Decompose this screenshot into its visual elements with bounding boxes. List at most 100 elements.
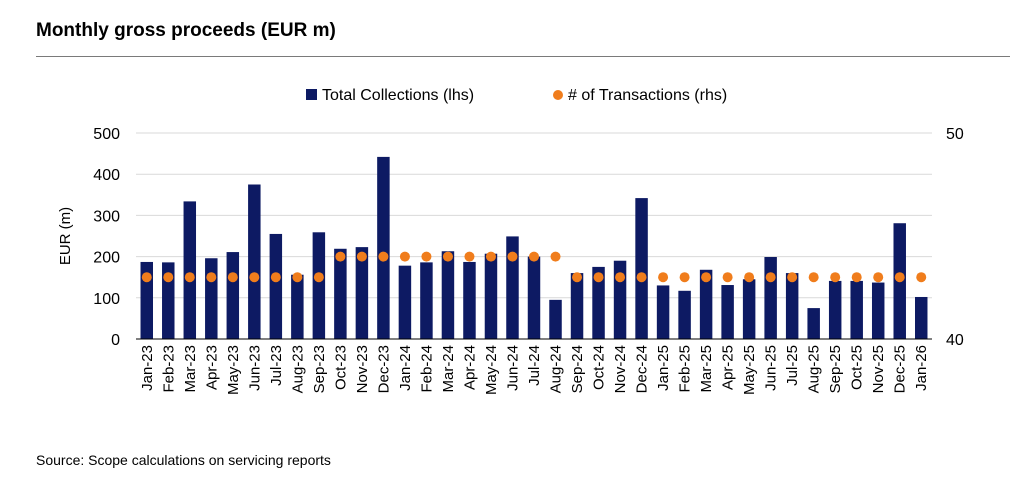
bar-May-24 (484, 253, 498, 339)
bar-Feb-23 (162, 262, 175, 339)
bar-Oct-24 (592, 266, 605, 339)
y2-tick-label: 40 (946, 332, 964, 349)
bar-Feb-24 (420, 262, 433, 339)
x-tick-label: Sep-25 (827, 345, 844, 393)
x-tick-label: Aug-24 (548, 345, 565, 393)
point-Mar-25 (701, 272, 712, 283)
x-tick-label: Jan-25 (655, 345, 672, 391)
bar-May-25 (742, 279, 756, 339)
x-tick-label: Jan-23 (139, 345, 156, 391)
bar-Jan-26 (915, 296, 928, 339)
y-tick-label: 0 (111, 332, 120, 349)
y-tick-label: 400 (93, 167, 120, 184)
point-Apr-23 (206, 272, 217, 283)
bar-Jan-23 (140, 261, 153, 339)
x-tick-label: Dec-23 (375, 345, 392, 393)
bar-Jul-23 (269, 233, 283, 339)
bar-Sep-24 (570, 273, 584, 339)
bar-Mar-24 (441, 251, 455, 339)
point-Nov-24 (615, 272, 626, 283)
point-Sep-25 (830, 272, 841, 283)
point-Jan-26 (916, 272, 927, 283)
point-Jan-25 (658, 272, 669, 283)
bar-Nov-23 (355, 247, 369, 339)
point-Jan-24 (399, 251, 410, 262)
legend-dot-label: # of Transactions (rhs) (568, 87, 727, 104)
y-tick-label: 500 (93, 126, 120, 143)
bar-Dec-24 (635, 198, 648, 339)
bar-Aug-25 (807, 308, 820, 339)
bar-Jun-24 (506, 236, 519, 339)
dot-series (141, 251, 927, 283)
point-May-25 (744, 272, 755, 283)
point-Nov-23 (356, 251, 367, 262)
x-tick-label: Apr-25 (720, 345, 737, 390)
x-tick-label: Dec-24 (634, 345, 651, 393)
x-tick-label: Nov-23 (354, 345, 371, 393)
point-Dec-25 (894, 272, 905, 283)
point-Sep-23 (313, 272, 324, 283)
x-tick-label: Nov-24 (612, 345, 629, 393)
bar-Oct-23 (334, 248, 347, 339)
x-tick-label: Apr-23 (203, 345, 220, 390)
y-axis-ticks: 0 100 200 300 400 500 (93, 126, 120, 349)
x-tick-label: May-24 (483, 345, 500, 395)
point-Jan-23 (141, 272, 152, 283)
point-Dec-23 (378, 251, 389, 262)
legend-bar-label: Total Collections (lhs) (322, 87, 474, 104)
bar-Jun-23 (248, 184, 261, 339)
title-divider (36, 56, 1010, 57)
x-tick-label: Nov-25 (870, 345, 887, 393)
bar-Mar-23 (183, 201, 197, 339)
bar-Apr-25 (721, 285, 734, 339)
bar-Aug-24 (549, 299, 562, 339)
chart-title: Monthly gross proceeds (EUR m) (36, 20, 336, 41)
x-axis-ticks: Jan-23 Feb-23 Mar-23 Apr-23 May-23 Jun-23 Jul-… (139, 345, 930, 395)
point-Aug-25 (808, 272, 819, 283)
bar-Apr-23 (205, 258, 218, 339)
point-Nov-25 (873, 272, 884, 283)
point-Feb-24 (421, 251, 432, 262)
x-tick-label: Feb-25 (677, 345, 694, 393)
legend: Total Collections (lhs) # of Transaction… (306, 87, 727, 104)
point-Dec-24 (636, 272, 647, 283)
point-Sep-24 (572, 272, 583, 283)
bar-Jan-25 (656, 285, 670, 339)
x-tick-label: May-23 (225, 345, 242, 395)
bar-Mar-25 (699, 269, 713, 339)
bar-Apr-24 (463, 261, 476, 339)
point-Oct-24 (593, 272, 604, 283)
point-Jul-24 (529, 251, 539, 262)
y-tick-label: 100 (93, 291, 120, 308)
point-Jul-25 (787, 272, 798, 283)
bar-Nov-25 (871, 282, 885, 339)
point-Feb-23 (163, 272, 174, 283)
x-tick-label: Oct-25 (849, 345, 866, 390)
point-Jun-23 (249, 272, 260, 283)
x-tick-label: Jan-24 (397, 345, 414, 391)
y2-tick-label: 50 (946, 126, 964, 143)
point-May-23 (227, 272, 238, 283)
x-tick-label: Mar-23 (182, 345, 199, 393)
chart-svg: Total Collections (lhs) # of Transaction… (57, 87, 964, 395)
bar-Feb-25 (678, 290, 691, 339)
point-Jul-23 (270, 272, 281, 283)
bar-Jul-24 (527, 256, 541, 339)
point-Aug-23 (292, 272, 303, 283)
x-tick-label: Jun-23 (246, 345, 263, 391)
bar-Sep-23 (312, 232, 326, 339)
point-Jun-25 (765, 272, 776, 283)
x-tick-label: Oct-23 (332, 345, 349, 390)
x-tick-label: Apr-24 (461, 345, 478, 390)
x-tick-label: Dec-25 (892, 345, 909, 393)
bar-series (140, 156, 928, 339)
bar-Jan-24 (398, 265, 412, 339)
point-Oct-25 (851, 272, 862, 283)
x-tick-label: Aug-23 (289, 345, 306, 393)
point-Apr-25 (722, 272, 733, 283)
bar-Sep-25 (828, 280, 842, 339)
x-tick-label: Mar-25 (698, 345, 715, 393)
y-axis-label: EUR (m) (57, 207, 74, 265)
x-tick-label: Feb-24 (418, 345, 435, 393)
x-tick-label: Feb-23 (160, 345, 177, 393)
